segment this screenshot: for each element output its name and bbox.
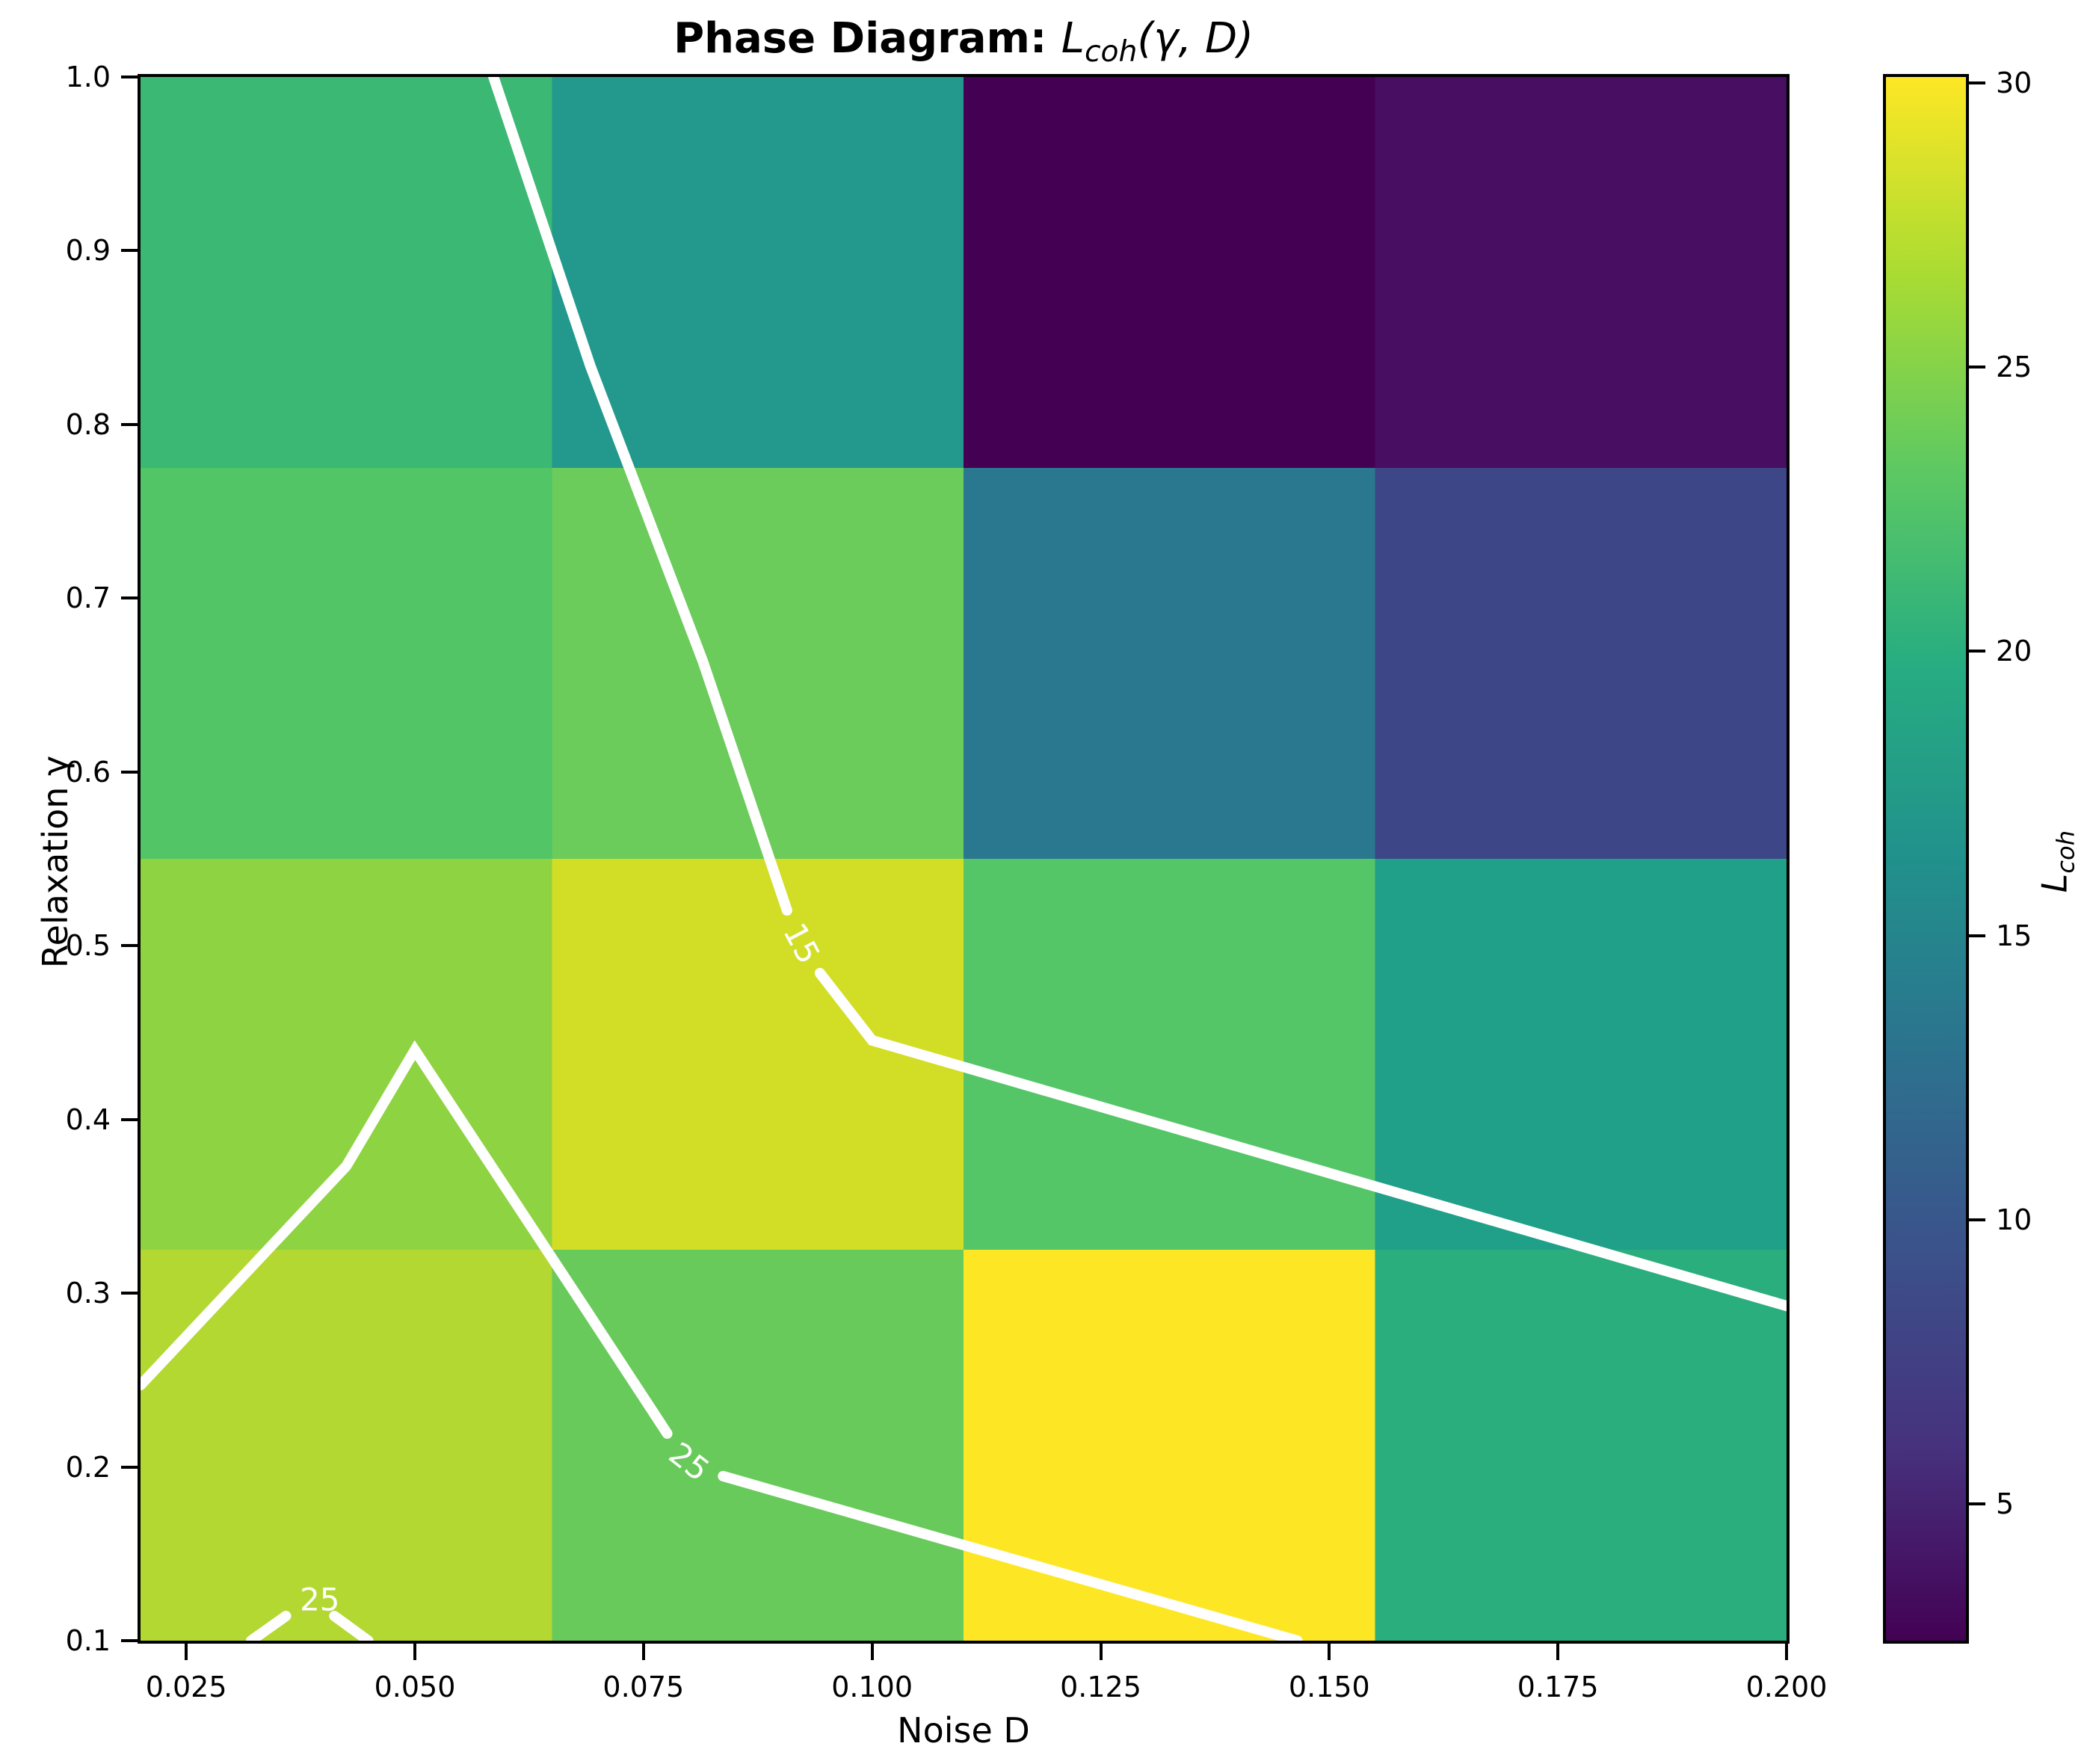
x-tick-mark [1328,1644,1331,1660]
y-tick-mark [121,1117,138,1121]
contour-line [329,1611,374,1641]
x-tick-label: 0.075 [602,1671,685,1703]
x-tick-label: 0.150 [1288,1671,1370,1703]
title-math-subscript: coh [1085,35,1138,70]
x-tick-mark [870,1644,874,1660]
contour-line [246,1611,292,1641]
contour-line [718,1470,1303,1641]
heatmap-cell [552,77,964,469]
colorbar-tick-mark [1969,1218,1985,1222]
y-tick-label: 0.6 [65,755,111,789]
y-tick-mark [121,249,138,253]
y-tick-mark [121,75,138,78]
x-tick-mark [641,1644,645,1660]
y-tick-mark [121,1639,138,1642]
x-tick-label: 0.100 [831,1671,913,1703]
title-math: Lcoh(γ, D) [1061,14,1254,69]
heatmap-cell [964,1250,1376,1641]
heatmap-cell [964,468,1376,860]
y-tick-mark [121,1292,138,1295]
colorbar-tick-label: 15 [1996,919,2032,952]
plot-area: 15 25 25 [138,74,1790,1644]
y-tick-mark [121,770,138,774]
y-tick-mark [121,944,138,948]
x-tick-label: 0.175 [1517,1671,1599,1703]
colorbar-tick-label: 25 [1996,350,2032,383]
title-math-symbol: L [1061,14,1085,63]
y-tick-label: 0.3 [65,1277,111,1310]
colorbar-tick-label: 20 [1996,635,2032,668]
contour-label: 25 [300,1582,339,1618]
x-tick-label: 0.050 [374,1671,456,1703]
colorbar-tick-mark [1969,934,1985,937]
colorbar-tick-label: 30 [1996,66,2032,99]
heatmap-cell [1375,77,1787,469]
heatmap-cell [141,468,553,860]
heatmap-cell [964,859,1376,1250]
y-axis-label: Relaxation γ [35,755,75,969]
chart-title: Phase Diagram: Lcoh(γ, D) [141,12,1787,79]
x-axis-label: Noise D [897,1710,1030,1751]
y-tick-mark [121,422,138,426]
x-tick-label: 0.125 [1060,1671,1141,1703]
colorbar-tick-mark [1969,81,1985,84]
x-tick-mark [413,1644,416,1660]
colorbar-tick-mark [1969,365,1985,368]
title-math-args: (γ, D) [1137,14,1254,63]
heatmap-cell [1375,1250,1787,1641]
contour-line [488,77,792,916]
heatmap-cell [1375,468,1787,860]
contour-line [141,1040,673,1439]
colorbar-label-symbol: L [2034,873,2075,893]
heatmap-cell [141,1250,553,1641]
x-tick-mark [185,1644,188,1660]
heatmap-cell [1375,859,1787,1250]
x-tick-label: 0.025 [145,1671,227,1703]
y-tick-label: 0.4 [65,1102,111,1136]
y-tick-label: 0.1 [65,1624,111,1657]
heatmap-cell [552,468,964,860]
heatmap-cell [141,77,553,469]
heatmap-cell [964,77,1376,469]
y-tick-label: 0.9 [65,234,111,268]
colorbar-tick-label: 5 [1996,1487,2015,1521]
colorbar-tick-label: 10 [1996,1203,2032,1237]
colorbar [1883,74,1969,1644]
colorbar-tick-mark [1969,650,1985,653]
heatmap-cell [552,859,964,1250]
x-tick-mark [1556,1644,1560,1660]
heatmap-cell [141,859,553,1250]
x-tick-mark [1099,1644,1103,1660]
title-prefix: Phase Diagram: [674,14,1061,63]
y-tick-mark [121,596,138,600]
y-tick-label: 0.2 [65,1450,111,1484]
x-tick-mark [1785,1644,1788,1660]
y-tick-label: 0.7 [65,582,111,615]
heatmap-cell [552,1250,964,1641]
contour-line [814,967,1787,1312]
y-tick-label: 0.5 [65,929,111,963]
x-tick-label: 0.200 [1745,1671,1828,1703]
y-tick-mark [121,1465,138,1469]
colorbar-label: Lcoh [2034,413,2080,1310]
y-tick-label: 1.0 [65,61,111,93]
colorbar-tick-mark [1969,1502,1985,1506]
y-tick-label: 0.8 [65,407,111,441]
colorbar-label-subscript: coh [2051,830,2080,874]
